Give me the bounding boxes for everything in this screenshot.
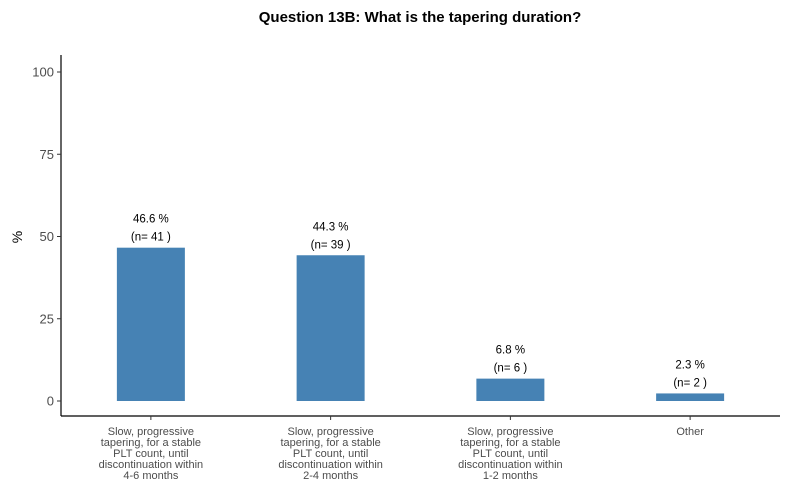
x-tick-label-line: Slow, progressive <box>108 426 194 438</box>
x-tick-label: Other <box>676 426 704 438</box>
x-tick-label: Slow, progressive tapering, for a stable P… <box>99 426 204 482</box>
x-tick-label-line: PLT count, until <box>473 448 548 460</box>
bar <box>656 393 725 401</box>
x-tick-label-line: PLT count, until <box>113 448 188 460</box>
axes <box>60 55 780 417</box>
x-tick-label-line: tapering, for a stable <box>280 437 380 449</box>
y-axis-label: % <box>9 231 25 243</box>
x-tick-label-line: PLT count, until <box>293 448 368 460</box>
data-labels: 46.6 % (n= 41 ) 44.3 % (n= 39 ) 6.8 % (n= 6 )… <box>131 214 707 390</box>
x-tick-label-line: discontinuation within <box>99 459 204 471</box>
count-label: (n= 6 ) <box>494 363 528 375</box>
x-tick-label-line: Other <box>676 426 704 438</box>
x-tick-label-line: discontinuation within <box>278 459 383 471</box>
value-label: 2.3 % <box>675 359 704 371</box>
x-tick-label: Slow, progressive tapering, for a stable P… <box>278 426 383 482</box>
bar <box>476 378 545 401</box>
chart-title: Question 13B: What is the tapering durat… <box>259 9 582 26</box>
y-tick-label: 100 <box>32 65 54 80</box>
bar <box>296 255 365 401</box>
bars <box>116 247 725 401</box>
x-tick-label: Slow, progressive tapering, for a stable P… <box>458 426 563 482</box>
bar <box>116 247 185 401</box>
x-tick-label-line: discontinuation within <box>458 459 563 471</box>
count-label: (n= 2 ) <box>673 377 707 389</box>
y-axis-ticks: 0 25 50 75 100 <box>32 65 61 409</box>
count-label: (n= 41 ) <box>131 232 171 244</box>
x-tick-label-line: 4-6 months <box>123 470 179 482</box>
x-tick-label-line: 2-4 months <box>303 470 359 482</box>
x-tick-label-line: Slow, progressive <box>467 426 553 438</box>
y-tick-label: 25 <box>40 311 54 326</box>
x-tick-label-line: 1-2 months <box>483 470 539 482</box>
x-axis-ticks: Slow, progressive tapering, for a stable P… <box>99 416 704 482</box>
count-label: (n= 39 ) <box>311 239 351 251</box>
y-tick-label: 75 <box>40 147 54 162</box>
x-tick-label-line: Slow, progressive <box>288 426 374 438</box>
value-label: 46.6 % <box>133 214 169 226</box>
value-label: 44.3 % <box>313 221 349 233</box>
y-tick-label: 50 <box>40 229 54 244</box>
x-tick-label-line: tapering, for a stable <box>101 437 201 449</box>
x-tick-label-line: tapering, for a stable <box>460 437 560 449</box>
value-label: 6.8 % <box>496 345 525 357</box>
y-tick-label: 0 <box>47 394 54 409</box>
